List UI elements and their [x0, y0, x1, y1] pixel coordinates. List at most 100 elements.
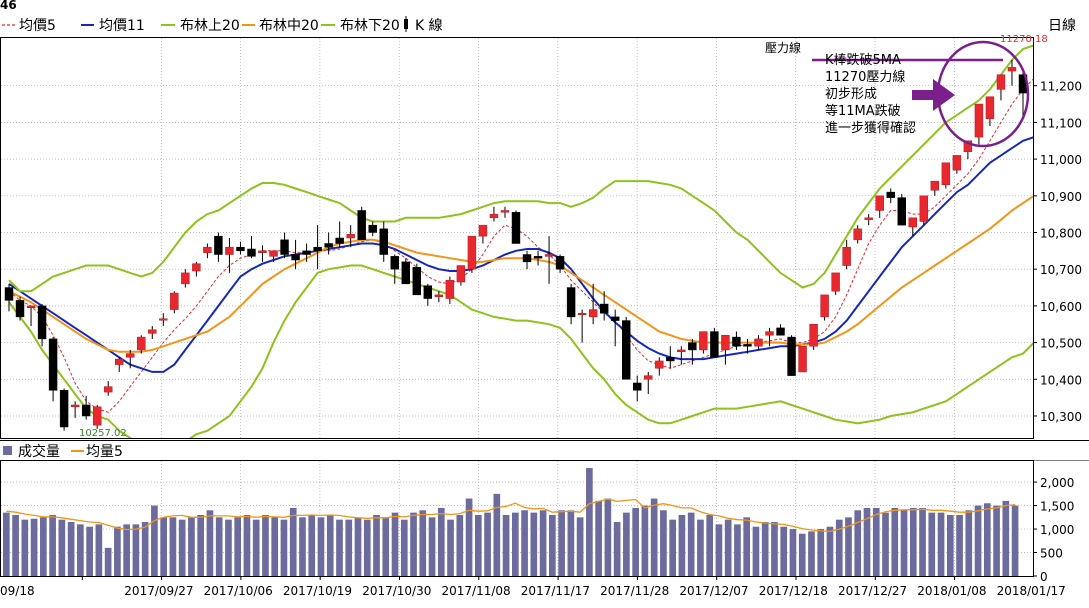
candle-body-down	[324, 243, 333, 248]
candle	[919, 195, 929, 226]
candle-body-up	[192, 263, 201, 272]
volume-bar	[521, 510, 528, 576]
candle	[126, 349, 135, 369]
legend-item-bb-upper[interactable]: 布林上20	[161, 18, 240, 34]
candle	[214, 232, 223, 262]
legend-item-ma11[interactable]: 均價11	[81, 17, 145, 34]
volume-bar	[678, 514, 686, 576]
candle	[566, 283, 576, 325]
candle-body-up	[269, 250, 278, 257]
candle	[886, 188, 895, 204]
candle	[699, 331, 708, 354]
price-legend: 均價5 均價11 布林上20 布林中20 布林下20 K 線	[2, 16, 443, 34]
candle-body-down	[633, 382, 642, 391]
volume-bar	[363, 519, 371, 576]
candle	[59, 388, 69, 431]
candle	[963, 140, 973, 160]
volume-tick-label: 0	[1040, 570, 1048, 584]
candle	[114, 357, 124, 372]
volume-tick-label: 500	[1040, 547, 1063, 561]
candle	[588, 283, 598, 325]
candle	[677, 346, 686, 365]
volume-bar	[919, 507, 926, 576]
legend-item-bb-lower[interactable]: 布林下20	[321, 18, 400, 34]
candle-body-down	[511, 212, 521, 244]
candle-body-down	[291, 254, 300, 261]
candle	[280, 232, 289, 259]
volume-bar	[95, 524, 103, 576]
candle	[577, 309, 587, 343]
candle-body-up	[655, 360, 664, 369]
price-tick-label: 10,400	[1040, 373, 1082, 387]
volume-bar	[373, 514, 380, 576]
candle-body-down	[776, 327, 785, 336]
candle	[203, 243, 212, 259]
candle-body-up	[644, 375, 653, 380]
volume-tick-label: 2,000	[1040, 476, 1074, 490]
candle-body-up	[842, 246, 851, 266]
volume-bar	[891, 507, 899, 576]
volume-bar	[123, 524, 130, 576]
candle	[941, 162, 951, 189]
candle	[368, 221, 377, 237]
volume-bar	[317, 517, 325, 576]
candle-body-up	[952, 155, 962, 171]
bb-lower-line	[8, 264, 1033, 438]
price-grid	[1, 38, 1033, 438]
candle	[710, 327, 719, 358]
volume-bar	[206, 510, 214, 576]
ma11-line	[8, 136, 1033, 373]
candle-body-down	[522, 254, 532, 263]
candle	[467, 235, 477, 273]
legend-item-volume[interactable]: 成交量	[3, 443, 60, 460]
candle-body-down	[236, 246, 245, 252]
x-tick-label: 2017/12/18	[759, 584, 828, 598]
volume-bar	[687, 512, 695, 576]
candle-body-down	[15, 300, 25, 318]
volume-bar	[215, 517, 223, 576]
candle	[70, 401, 80, 418]
candle	[721, 334, 730, 365]
volume-bar	[280, 519, 288, 576]
candle	[875, 195, 884, 218]
candle	[37, 304, 47, 347]
candle-body-up	[203, 246, 212, 253]
x-tick-label: 2017/11/28	[600, 584, 669, 598]
volume-bar	[789, 529, 797, 576]
candle	[103, 381, 113, 396]
price-unit-label: 日線	[1048, 18, 1076, 34]
volume-bar	[771, 522, 778, 576]
volume-bar	[502, 514, 510, 576]
volume-bar	[40, 517, 47, 576]
legend-item-kline[interactable]: K 線	[404, 16, 443, 34]
candle-body-up	[148, 329, 157, 334]
candle	[765, 327, 774, 347]
volume-bar	[49, 514, 56, 576]
legend-item-ma5[interactable]: 均價5	[2, 17, 56, 34]
candle	[291, 239, 300, 270]
candle-body-down	[412, 267, 422, 296]
candle	[48, 337, 58, 402]
candle-body-down	[280, 239, 289, 255]
candle-body-up	[1007, 67, 1017, 72]
annotation-line-2: 11270壓力線	[825, 69, 905, 85]
price-tick-label: 11,200	[1040, 80, 1082, 94]
volume-bar	[623, 512, 630, 576]
volume-bar	[604, 498, 612, 576]
candle	[809, 323, 818, 350]
candle-body-down	[732, 336, 741, 347]
volume-bar	[262, 514, 269, 576]
legend-item-volume-ma5[interactable]: 均量5	[71, 444, 123, 460]
volume-bar	[410, 512, 417, 576]
candle	[996, 74, 1006, 101]
legend-item-bb-mid[interactable]: 布林中20	[242, 18, 319, 34]
candle	[4, 283, 14, 312]
volume-bar	[743, 517, 751, 576]
candle	[644, 371, 653, 394]
annotation-line-1: K棒跌破5MA	[825, 52, 901, 68]
volume-bar	[21, 519, 29, 576]
candle-body-up	[853, 228, 862, 241]
volume-bar	[613, 522, 621, 576]
volume-bar	[308, 514, 316, 576]
